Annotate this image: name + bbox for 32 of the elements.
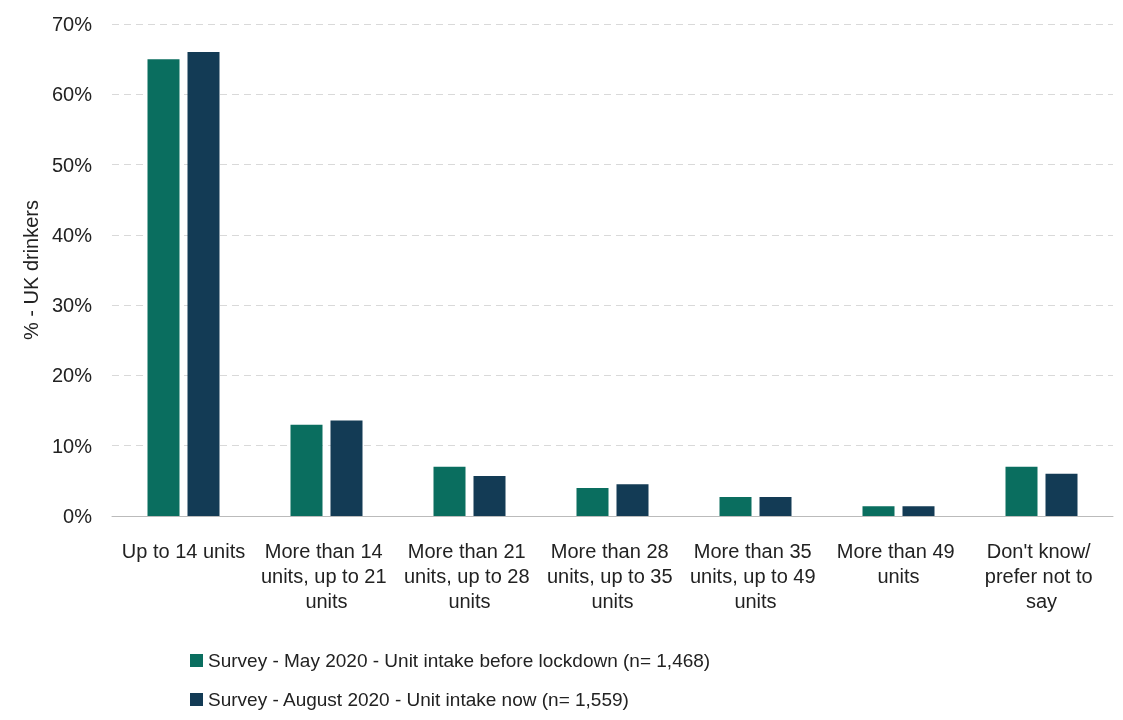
bar [719,497,752,516]
bar [576,487,609,516]
y-tick-label: 60% [51,83,93,106]
legend-label: Survey - May 2020 - Unit intake before lockdown (n= 1,468) [208,650,711,671]
bar [433,466,466,516]
y-tick-label: 10% [51,434,93,457]
bar [902,506,935,516]
x-tick-label: More than 49 units [836,539,961,587]
bar [473,475,506,516]
y-tick-label: 70% [51,13,93,35]
y-tick-label: 20% [51,364,93,387]
y-tick-label: 40% [51,223,93,246]
y-tick-label: 30% [51,294,93,317]
x-tick-label: Don't know/ prefer not to say [984,539,1099,612]
x-tick-label: More than 28 units, up to 35 units [546,539,679,612]
x-tick-label: More than 35 units, up to 49 units [689,539,822,612]
legend-label: Survey - August 2020 - Unit intake now (n= 1,559) [208,689,629,710]
x-tick-label: More than 14 units, up to 21 units [260,539,393,612]
x-tick-label: Up to 14 units [121,539,246,562]
bar [759,497,792,516]
y-axis-title: % - UK drinkers [20,199,43,341]
bar [147,59,180,516]
bar [1045,473,1078,516]
y-tick-label: 50% [51,153,93,176]
bar [330,420,363,516]
bar [862,506,895,516]
bar [616,484,649,516]
y-tick-label: 0% [63,505,93,527]
bar [187,52,220,516]
bar [1005,466,1038,516]
bar [290,424,323,516]
x-tick-label: More than 21 units, up to 28 units [403,539,536,612]
